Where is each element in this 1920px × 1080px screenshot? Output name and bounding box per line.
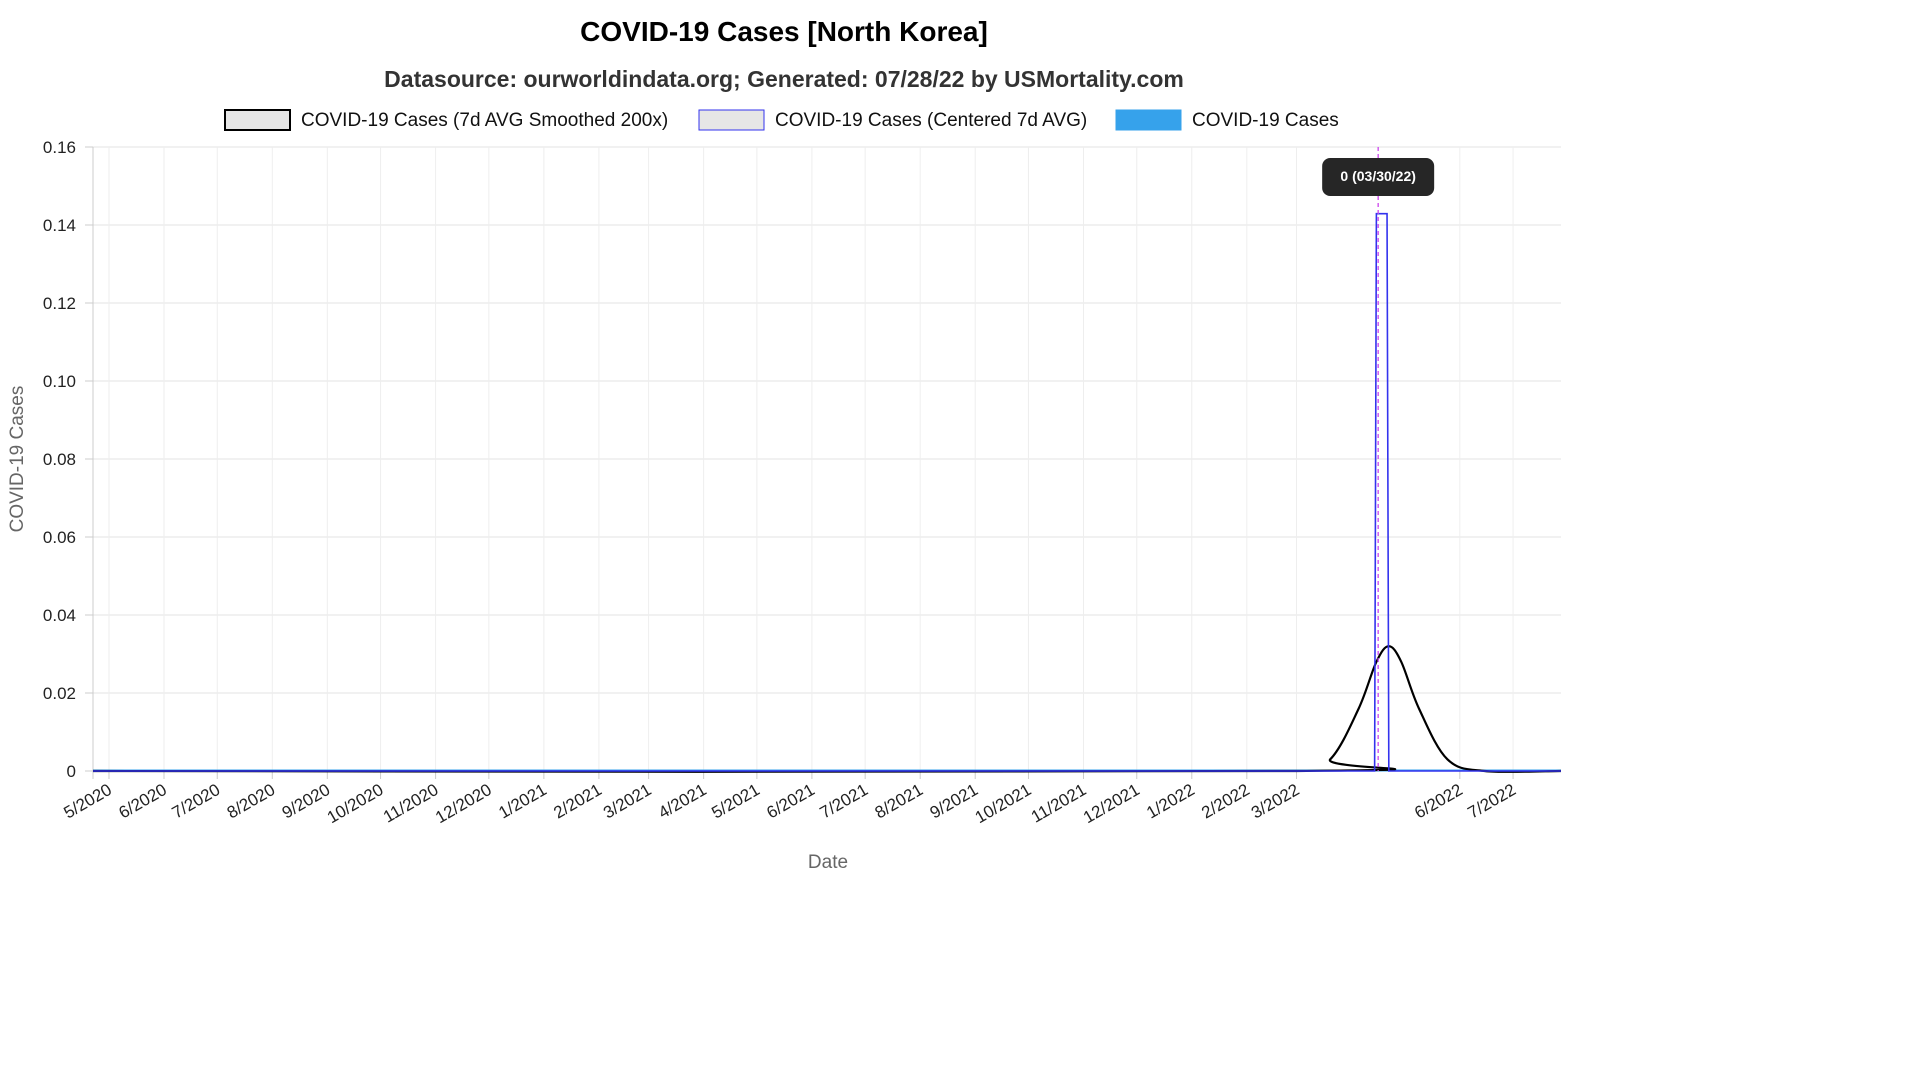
x-tick-label: 12/2021	[1080, 780, 1143, 827]
legend[interactable]: COVID-19 Cases (7d AVG Smoothed 200x) COV…	[224, 109, 1339, 131]
y-tick-label: 0	[67, 762, 76, 781]
y-axis-title: COVID-19 Cases	[7, 386, 28, 533]
x-tick-label: 2/2021	[550, 780, 605, 822]
x-tick-label: 9/2020	[279, 780, 334, 822]
series-centered-avg-line	[93, 212, 1561, 772]
legend-label: COVID-19 Cases (Centered 7d AVG)	[775, 110, 1087, 131]
x-tick-label: 6/2021	[763, 780, 818, 822]
x-tick-label: 5/2021	[708, 780, 763, 822]
tooltip-box	[1322, 158, 1435, 196]
chart-title: COVID-19 Cases [North Korea]	[580, 16, 988, 47]
y-tick-label: 0.02	[43, 684, 76, 703]
tooltip-label: 0 (03/30/22)	[1340, 168, 1416, 184]
x-tick-label: 1/2021	[495, 780, 550, 822]
x-tick-label: 3/2022	[1248, 780, 1303, 822]
y-tick-label: 0.12	[43, 294, 76, 313]
legend-swatch	[224, 109, 291, 131]
legend-label: COVID-19 Cases	[1192, 110, 1339, 131]
y-tick-label: 0.08	[43, 450, 76, 469]
x-tick-label: 11/2020	[380, 780, 442, 827]
y-tick-label: 0.06	[43, 528, 76, 547]
x-tick-label: 3/2021	[600, 780, 655, 822]
legend-swatch	[1115, 109, 1182, 131]
legend-item-centered-avg[interactable]: COVID-19 Cases (Centered 7d AVG)	[698, 109, 1087, 131]
x-tick-label: 7/2021	[817, 780, 872, 822]
x-tick-label: 1/2022	[1143, 780, 1198, 822]
x-tick-label: 10/2020	[324, 780, 387, 827]
chart-container: COVID-19 Cases [North Korea] Datasource:…	[7, 16, 1562, 873]
chart-subtitle: Datasource: ourworldindata.org; Generate…	[384, 66, 1184, 92]
y-tick-label: 0.16	[43, 138, 76, 157]
x-axis-title: Date	[808, 852, 848, 873]
x-tick-label: 2/2022	[1198, 780, 1253, 822]
annotation-layer: 0 (03/30/22)	[1322, 147, 1435, 771]
x-tick-label: 7/2020	[169, 780, 224, 822]
chart-svg: COVID-19 Cases [North Korea] Datasource:…	[7, 16, 1562, 873]
legend-label: COVID-19 Cases (7d AVG Smoothed 200x)	[301, 110, 668, 131]
y-axis: 0 0.02 0.04 0.06 0.08 0.10 0.12 0.14 0.16	[43, 138, 94, 781]
gridlines	[93, 146, 1561, 772]
series-layer	[92, 212, 1562, 773]
legend-item-smoothed[interactable]: COVID-19 Cases (7d AVG Smoothed 200x)	[224, 109, 668, 131]
y-tick-label: 0.04	[43, 606, 76, 625]
y-tick-label: 0.10	[43, 372, 76, 391]
x-tick-label: 8/2021	[872, 780, 927, 822]
x-tick-label: 10/2021	[972, 780, 1035, 827]
y-tick-label: 0.14	[43, 216, 76, 235]
x-tick-label: 7/2022	[1465, 780, 1520, 822]
x-tick-label: 11/2021	[1028, 780, 1090, 827]
x-tick-label: 6/2020	[115, 780, 170, 822]
series-smoothed-line	[92, 645, 1562, 773]
x-tick-label: 5/2020	[60, 780, 115, 822]
x-tick-label: 9/2021	[927, 780, 982, 822]
legend-swatch	[698, 109, 765, 131]
x-tick-label: 12/2020	[432, 780, 495, 827]
x-tick-label: 8/2020	[224, 780, 279, 822]
legend-item-daily-cases[interactable]: COVID-19 Cases	[1115, 109, 1339, 131]
x-tick-label: 6/2022	[1411, 780, 1466, 822]
x-tick-label: 4/2021	[655, 780, 710, 822]
